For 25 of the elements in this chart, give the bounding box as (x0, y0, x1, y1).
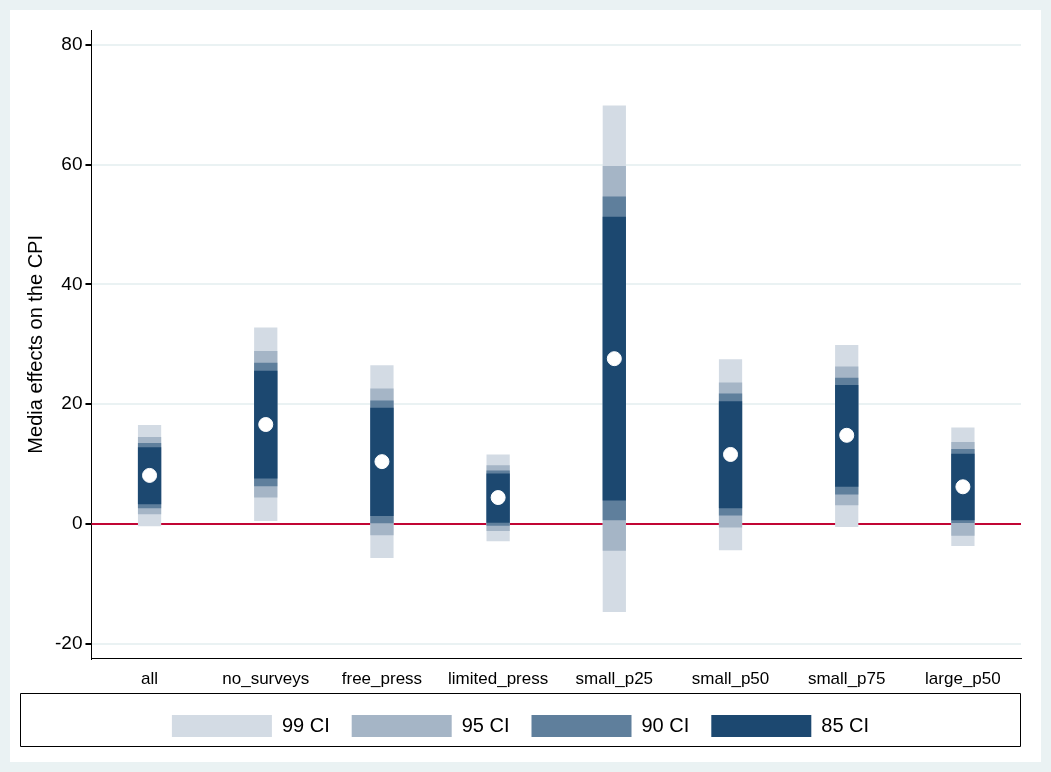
x-tick-label: small_p75 (807, 669, 886, 689)
point (955, 479, 971, 495)
x-tick-label: small_p50 (691, 669, 770, 689)
x-tick-label: large_p50 (925, 669, 1001, 689)
legend-label: 90 CI (641, 713, 690, 736)
y-tick-label: 20 (61, 392, 83, 414)
y-tick-label: -20 (54, 631, 83, 653)
x-tick-label: no_surveys (222, 669, 310, 689)
point (723, 446, 739, 462)
x-tick-label: all (141, 669, 159, 689)
y-tick-label: 60 (61, 152, 83, 174)
legend-label: 95 CI (461, 713, 510, 736)
point (258, 417, 274, 433)
legend-label: 85 CI (821, 713, 870, 736)
y-tick-label: 80 (61, 33, 83, 55)
x-tick-label: small_p25 (575, 669, 654, 689)
x-tick-label: limited_press (448, 669, 549, 689)
point (839, 427, 855, 443)
y-tick-label: 0 (71, 512, 83, 534)
y-axis-title: Media effects on the CPI (23, 234, 46, 454)
point (606, 351, 622, 367)
legend-label: 99 CI (281, 713, 330, 736)
y-tick-label: 40 (61, 272, 83, 294)
x-tick-label: free_press (341, 669, 423, 689)
point (374, 454, 390, 470)
